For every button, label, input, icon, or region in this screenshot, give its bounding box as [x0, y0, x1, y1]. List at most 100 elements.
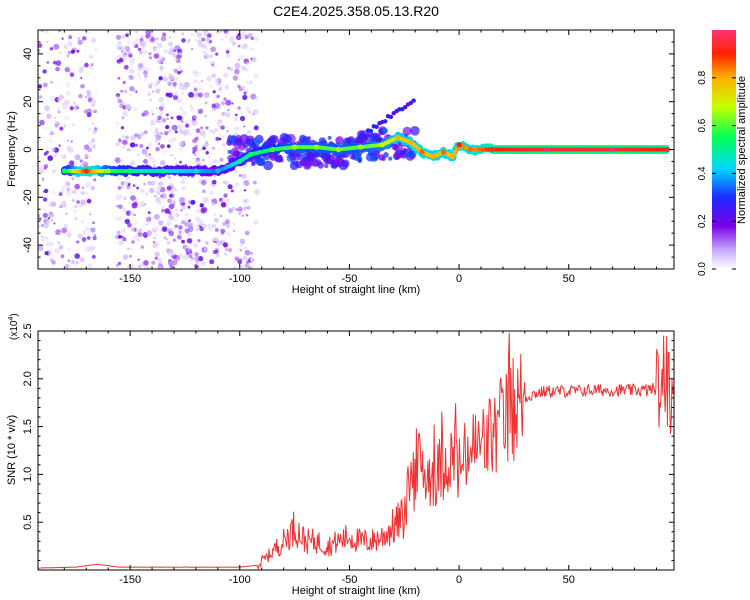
noise-point: [209, 259, 215, 265]
ridge-point: [248, 151, 254, 157]
noise-point: [93, 143, 97, 147]
noise-point: [158, 96, 164, 103]
noise-point: [92, 236, 97, 241]
noise-point: [115, 141, 120, 147]
noise-point: [211, 224, 217, 229]
noise-point: [205, 241, 209, 245]
noise-point: [39, 119, 45, 126]
noise-point: [126, 185, 131, 190]
noise-point: [143, 110, 149, 116]
noise-point: [43, 188, 49, 194]
noise-point: [38, 245, 44, 252]
y-tick-label: 40: [22, 48, 34, 60]
noise-point: [238, 258, 243, 263]
noise-point: [191, 224, 195, 227]
noise-point: [66, 54, 70, 58]
x-tick-label: -150: [119, 574, 141, 586]
noise-point: [62, 104, 68, 110]
noise-point: [170, 116, 174, 120]
noise-point: [42, 82, 48, 88]
noise-point: [220, 125, 225, 130]
ridge-scatter-point: [382, 127, 388, 134]
noise-point: [67, 247, 70, 251]
noise-point: [196, 227, 200, 232]
noise-point: [181, 32, 185, 36]
noise-point: [74, 154, 81, 161]
ridge-point: [292, 144, 298, 150]
noise-point: [158, 76, 163, 81]
noise-point: [84, 153, 89, 158]
noise-point: [194, 252, 199, 257]
noise-point: [79, 191, 83, 195]
noise-point: [135, 30, 138, 34]
noise-point: [153, 225, 159, 232]
noise-point: [73, 205, 76, 208]
ridge-scatter-point: [306, 136, 311, 141]
noise-point: [225, 132, 228, 135]
noise-point: [205, 178, 208, 181]
noise-point: [205, 140, 209, 144]
noise-point: [201, 45, 203, 48]
noise-point: [220, 228, 226, 234]
noise-point: [199, 203, 204, 208]
noise-point: [219, 157, 224, 162]
noise-point: [160, 35, 167, 42]
streak-point: [363, 134, 368, 139]
noise-point: [185, 123, 190, 128]
noise-point: [156, 42, 163, 49]
noise-point: [57, 98, 61, 102]
noise-point: [47, 155, 53, 161]
snr-scale-label: (x104): [8, 313, 20, 340]
noise-point: [242, 94, 248, 100]
noise-point: [224, 180, 229, 185]
noise-point: [172, 200, 176, 205]
noise-point: [210, 197, 214, 201]
noise-point: [80, 84, 85, 89]
ridge-scatter-point: [289, 161, 299, 170]
noise-point: [243, 91, 247, 95]
noise-point: [197, 108, 204, 115]
noise-point: [74, 183, 80, 190]
noise-point: [152, 227, 157, 233]
noise-point: [131, 227, 136, 232]
noise-point: [237, 44, 241, 48]
noise-point: [213, 213, 216, 216]
noise-point: [93, 109, 97, 114]
noise-point: [91, 138, 96, 143]
noise-point: [243, 198, 250, 204]
ridge-point: [419, 149, 425, 155]
noise-point: [49, 95, 56, 102]
noise-point: [42, 69, 47, 74]
noise-point: [158, 110, 164, 116]
noise-point: [161, 208, 165, 213]
colorbar-tick-label: 0.4: [697, 166, 708, 180]
noise-point: [89, 65, 92, 68]
noise-point: [160, 144, 165, 149]
noise-point: [136, 237, 141, 242]
noise-point: [161, 205, 165, 209]
noise-point: [82, 65, 86, 69]
noise-point: [181, 186, 186, 191]
ridge-point: [335, 146, 342, 153]
noise-point: [224, 35, 228, 39]
noise-point: [187, 129, 190, 132]
noise-point: [253, 219, 259, 225]
noise-point: [152, 47, 157, 52]
noise-point: [165, 125, 170, 130]
noise-point: [48, 212, 54, 218]
noise-point: [136, 72, 142, 78]
noise-point: [124, 218, 130, 225]
noise-point: [205, 48, 208, 51]
noise-point: [87, 31, 90, 34]
noise-point: [240, 111, 243, 115]
noise-point: [142, 49, 148, 55]
streak-point: [402, 105, 408, 110]
noise-point: [151, 260, 156, 265]
x-tick-label: -100: [229, 273, 251, 285]
noise-point: [179, 129, 184, 135]
noise-point: [59, 205, 63, 209]
noise-point: [178, 225, 183, 230]
noise-point: [235, 182, 240, 187]
noise-point: [148, 52, 152, 56]
noise-point: [125, 33, 129, 38]
